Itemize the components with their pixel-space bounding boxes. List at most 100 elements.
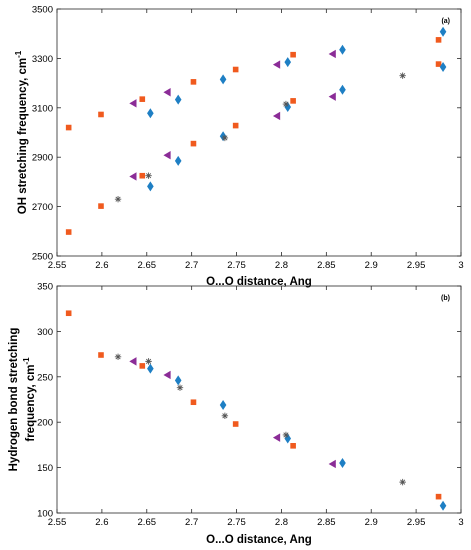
data-point-square — [65, 229, 72, 235]
x-tick-label: 2.85 — [317, 260, 336, 271]
y-axis-label-superscript: -1 — [22, 357, 31, 365]
data-point-asterisk — [221, 134, 229, 142]
data-point-square — [139, 96, 146, 102]
data-point-asterisk — [145, 172, 152, 179]
data-point-diamond — [339, 458, 346, 469]
data-point-square — [190, 140, 197, 147]
data-point-asterisk — [399, 72, 406, 79]
data-point-triangle-left — [272, 60, 281, 69]
data-point-triangle-left — [163, 88, 171, 97]
data-point-square — [190, 399, 197, 406]
y-axis-label-line2: frequency, cm-1 — [22, 357, 37, 442]
data-point-square — [98, 352, 104, 358]
y-tick-label: 150 — [37, 463, 53, 474]
plot-frame — [56, 285, 462, 514]
x-axis-label: O...O distance, Ang — [206, 534, 312, 546]
y-tick-label: 3100 — [32, 103, 53, 114]
x-tick-label: 2.9 — [365, 517, 378, 528]
data-point-square — [232, 122, 239, 129]
x-tick-label: 2.65 — [138, 517, 157, 528]
data-point-diamond — [439, 62, 447, 73]
x-tick-label: 2.6 — [95, 260, 108, 271]
y-axis-label: OH stretching frequency, cm-1 — [14, 50, 29, 214]
y-tick-label: 3500 — [32, 5, 53, 16]
data-point-square — [65, 310, 72, 317]
data-point-triangle-left — [163, 151, 171, 160]
y-tick-label: 350 — [37, 282, 53, 293]
x-tick-label: 2.75 — [227, 260, 246, 271]
data-point-square — [139, 363, 146, 369]
data-point-triangle-left — [129, 172, 137, 181]
y-tick-label: 3300 — [32, 54, 53, 65]
data-point-square — [98, 203, 104, 209]
data-point-asterisk — [145, 358, 152, 365]
data-point-square — [435, 61, 442, 67]
y-tick-label: 100 — [37, 509, 53, 520]
data-point-diamond — [284, 57, 292, 68]
data-point-asterisk — [114, 353, 122, 361]
x-tick-label: 2.65 — [138, 260, 157, 271]
data-point-diamond — [219, 74, 227, 85]
y-axis-label-superscript: -1 — [14, 50, 23, 58]
x-tick-label: 3 — [458, 260, 463, 271]
data-point-square — [290, 98, 296, 104]
data-point-square — [232, 66, 239, 73]
data-point-square — [435, 37, 442, 43]
x-tick-label: 3 — [458, 517, 463, 528]
data-point-square — [98, 111, 104, 118]
data-point-triangle-left — [272, 433, 281, 442]
x-tick-label: 2.7 — [185, 517, 198, 528]
x-tick-label: 2.75 — [227, 517, 246, 528]
data-point-square — [65, 124, 72, 131]
data-point-diamond — [147, 108, 154, 119]
x-tick-label: 2.85 — [317, 517, 336, 528]
data-point-asterisk — [282, 100, 290, 108]
data-point-triangle-left — [328, 49, 336, 59]
y-tick-label: 300 — [37, 327, 53, 338]
data-point-square — [290, 443, 296, 449]
panel-label-a: (a) — [441, 18, 450, 25]
y-tick-label: 2900 — [32, 153, 53, 164]
data-point-diamond — [147, 363, 154, 374]
x-tick-label: 2.55 — [48, 517, 67, 528]
data-point-diamond — [219, 399, 227, 410]
y-tick-label: 200 — [37, 418, 53, 429]
data-point-square — [190, 79, 197, 85]
data-point-diamond — [174, 94, 182, 105]
y-axis-label-line1: Hydrogen bond stretching — [8, 328, 20, 472]
data-point-triangle-left — [328, 92, 336, 101]
x-tick-label: 2.8 — [275, 260, 288, 271]
x-tick-label: 2.6 — [95, 517, 108, 528]
x-axis-label: O...O distance, Ang — [206, 276, 312, 288]
data-point-diamond — [439, 500, 447, 511]
data-point-asterisk — [176, 384, 184, 391]
data-point-diamond — [174, 155, 182, 166]
panel-label-b: (b) — [441, 295, 450, 302]
plot-frame — [56, 8, 462, 257]
data-point-diamond — [339, 84, 346, 95]
data-point-asterisk — [114, 195, 122, 203]
y-tick-label: 2700 — [32, 202, 53, 213]
x-tick-label: 2.7 — [185, 260, 198, 271]
data-point-asterisk — [282, 431, 290, 439]
x-tick-label: 2.9 — [365, 260, 378, 271]
data-point-triangle-left — [129, 99, 137, 108]
data-point-asterisk — [399, 478, 406, 486]
x-tick-label: 2.55 — [48, 260, 67, 271]
chart-panel-b: 2.55 2.6 2.65 2.7 2.75 2.8 2.85 2.9 2.95 3 100 150 2… — [8, 282, 464, 547]
y-tick-label: 2500 — [32, 252, 53, 263]
data-point-diamond — [439, 26, 447, 37]
x-tick-label: 2.95 — [407, 260, 426, 271]
data-point-diamond — [147, 181, 154, 192]
data-point-square — [139, 172, 146, 179]
y-tick-label: 250 — [37, 372, 53, 383]
data-point-triangle-left — [328, 459, 336, 469]
chart-panel-a: 2.55 2.6 2.65 2.7 2.75 2.8 2.85 2.9 2.95 3 2500 270… — [14, 5, 464, 289]
data-point-diamond — [339, 44, 346, 55]
data-point-diamond — [174, 375, 182, 386]
data-point-square — [290, 51, 296, 58]
data-point-square — [435, 493, 442, 500]
x-tick-label: 2.95 — [407, 517, 426, 528]
data-point-triangle-left — [272, 111, 281, 121]
